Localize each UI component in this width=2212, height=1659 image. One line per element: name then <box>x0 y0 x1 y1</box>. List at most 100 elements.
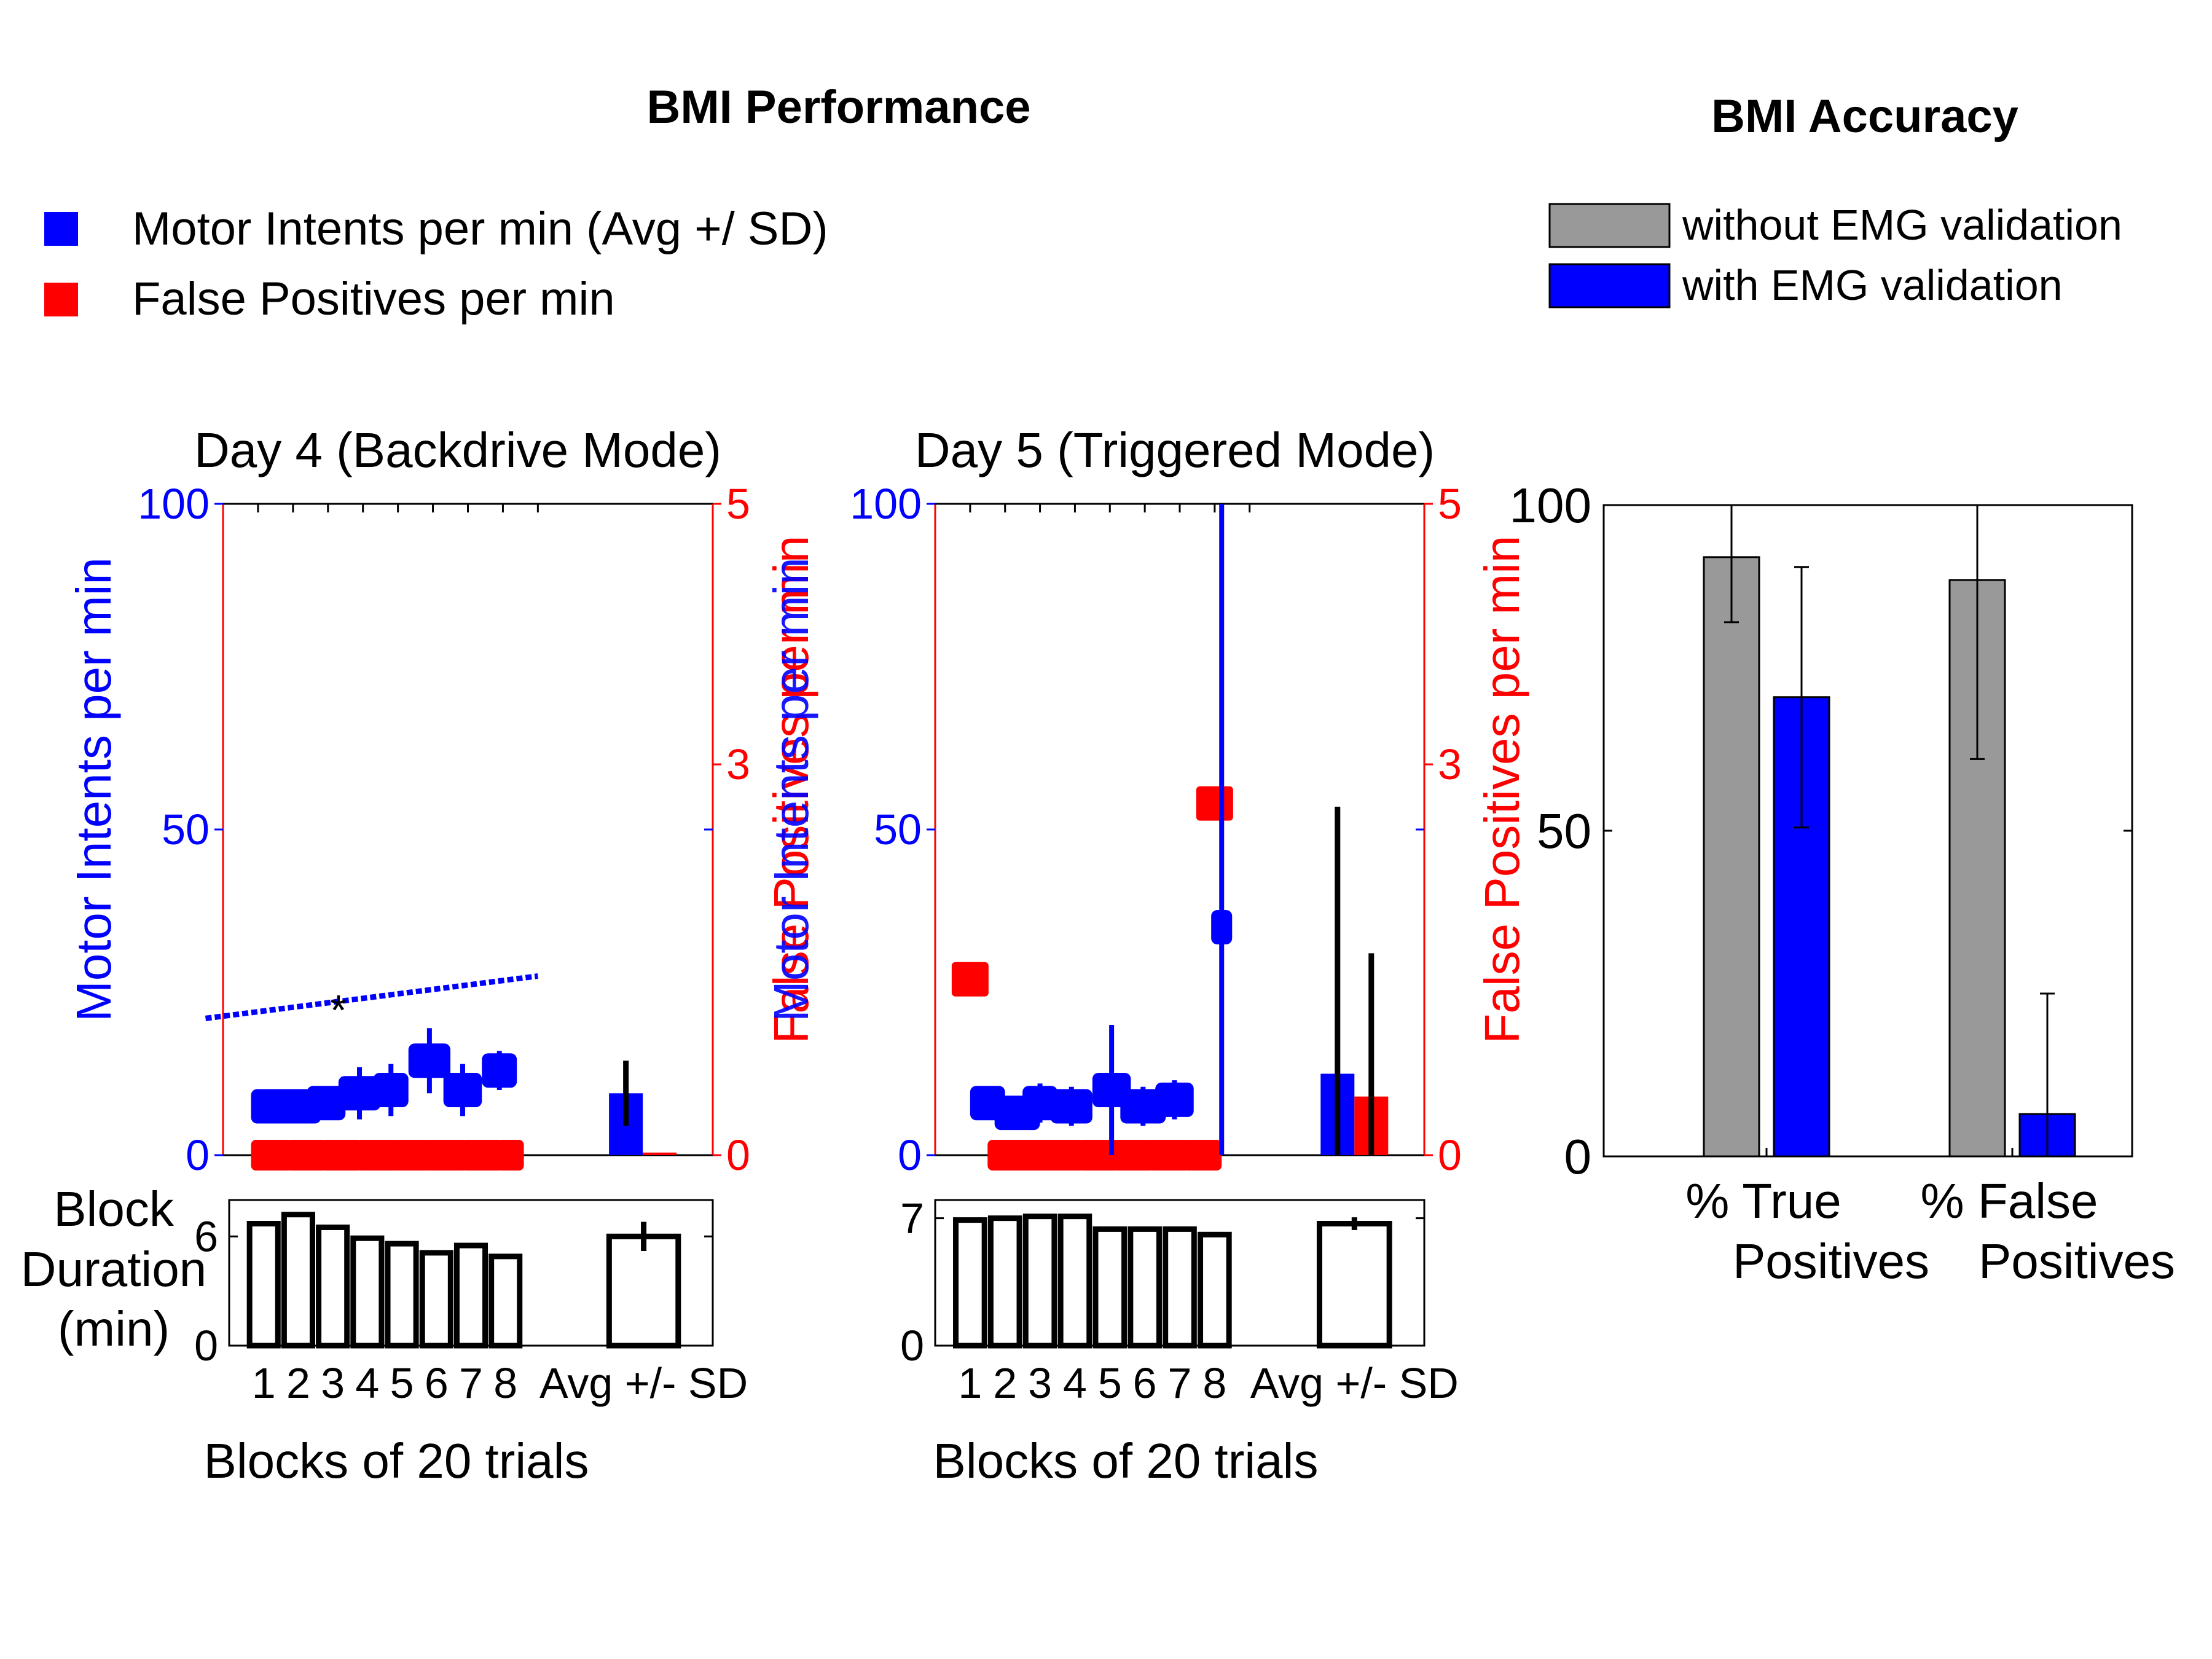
x-tick-label: 1 <box>958 1359 982 1407</box>
day4-ylabel-left: Motor Intents per min <box>66 557 121 1022</box>
motor-intent-marker <box>408 1043 451 1078</box>
day4-main-plot: 0 50 100 0 3 5 * <box>138 480 750 1179</box>
x-tick-label: 6 <box>425 1359 449 1407</box>
false-positive-marker <box>1183 1140 1222 1171</box>
x-tick-label: 2 <box>286 1359 310 1407</box>
legend-label-motor-intents: Motor Intents per min (Avg +/ SD) <box>132 203 828 255</box>
left-tick-label: 0 <box>186 1131 210 1179</box>
left-tick-label: 50 <box>874 806 922 853</box>
legend-label-false-positives: False Positives per min <box>132 273 615 325</box>
duration-bar <box>453 1242 488 1349</box>
right-tick-label: 5 <box>1438 480 1462 528</box>
motor-intent-marker <box>443 1073 482 1107</box>
motor-intent-marker <box>1022 1086 1057 1121</box>
duration-bar <box>1057 1214 1092 1349</box>
day5-ylabel-right: False Positives per min <box>1475 536 1529 1044</box>
accuracy-panel: 0 50 100 % True Positives % False Positives <box>1510 478 2176 1288</box>
duration-bar <box>385 1241 419 1349</box>
duration-tick-label: 0 <box>194 1322 218 1370</box>
left-tick-label: 100 <box>138 480 210 528</box>
x-tick-label: 8 <box>1202 1359 1226 1407</box>
duration-bar <box>488 1253 523 1349</box>
accuracy-x-tick-label: % True <box>1685 1174 1841 1228</box>
day4-ylabel-right: False Positives per min <box>764 536 818 1044</box>
right-tick-label: 0 <box>726 1131 750 1179</box>
false-positive-marker <box>1196 786 1233 821</box>
motor-intent-marker <box>1155 1082 1194 1117</box>
duration-bar <box>987 1215 1022 1349</box>
legend-label-without-emg: without EMG validation <box>1682 201 2122 249</box>
accuracy-bar <box>1703 556 1760 1158</box>
duration-avg-bar <box>606 1233 681 1349</box>
avg-false-positives-bar <box>643 1152 677 1155</box>
false-positive-marker <box>321 1140 363 1171</box>
trend-line <box>205 973 538 1021</box>
motor-intent-marker <box>1050 1089 1092 1124</box>
performance-title: BMI Performance <box>646 81 1030 133</box>
duration-bar <box>1163 1226 1197 1349</box>
x-tick-label: 8 <box>493 1359 517 1407</box>
x-tick-label: 3 <box>321 1359 345 1407</box>
false-positive-marker <box>286 1140 328 1171</box>
legend-swatch-motor-intents <box>44 212 78 246</box>
day4-duration-ylabel-line1: Block <box>53 1182 175 1236</box>
x-tick-label: 5 <box>1098 1359 1122 1407</box>
false-positive-marker <box>251 1140 293 1171</box>
x-tick-label: 4 <box>355 1359 379 1407</box>
x-tick-label: 7 <box>459 1359 483 1407</box>
day5-duration-plot: 071 2 3 4 5 6 7 8 Avg +/- SD <box>900 1194 1459 1407</box>
duration-bar <box>953 1217 987 1349</box>
accuracy-x-tick-label: % False <box>1921 1174 2098 1228</box>
duration-tick-label: 6 <box>194 1212 218 1260</box>
false-positive-marker <box>1148 1140 1191 1171</box>
x-tick-label: 3 <box>1028 1359 1052 1407</box>
right-tick-label: 3 <box>1438 740 1462 788</box>
day4-duration-plot: 061 2 3 4 5 6 7 8 Avg +/- SD <box>194 1199 748 1407</box>
duration-bar <box>1022 1214 1057 1349</box>
left-tick-label: 50 <box>162 806 210 853</box>
false-positive-marker <box>496 1140 524 1171</box>
x-tick-label: 7 <box>1168 1359 1192 1407</box>
false-positive-marker <box>951 962 989 997</box>
duration-bar <box>1198 1231 1232 1349</box>
legend-label-with-emg: with EMG validation <box>1682 261 2063 309</box>
x-tick-label: Avg +/- SD <box>1250 1359 1459 1407</box>
duration-bar <box>246 1221 281 1349</box>
right-tick-label: 3 <box>726 740 750 788</box>
duration-bar <box>316 1224 350 1349</box>
duration-bar <box>1092 1226 1128 1349</box>
performance-legend: Motor Intents per min (Avg +/ SD) False … <box>44 203 828 325</box>
x-tick-label: 2 <box>993 1359 1017 1407</box>
duration-bar <box>419 1250 453 1349</box>
accuracy-x-tick-label: Positives <box>1979 1234 2175 1288</box>
duration-bar <box>281 1212 315 1349</box>
false-positive-marker <box>426 1140 468 1171</box>
right-tick-label: 5 <box>726 480 750 528</box>
accuracy-frame <box>1602 504 2133 1158</box>
day5-xlabel: Blocks of 20 trials <box>933 1433 1319 1488</box>
duration-avg-bar <box>1316 1221 1392 1349</box>
false-positive-marker <box>461 1140 503 1171</box>
false-positive-marker <box>1113 1140 1156 1171</box>
motor-intent-marker <box>307 1086 346 1121</box>
x-tick-label: 5 <box>390 1359 414 1407</box>
motor-intent-marker <box>373 1073 409 1107</box>
day4-xlabel: Blocks of 20 trials <box>204 1433 589 1488</box>
day4-duration-ylabel-line2: Duration <box>21 1242 206 1296</box>
accuracy-x-tick-label: Positives <box>1733 1234 1929 1288</box>
duration-tick-label: 0 <box>900 1322 924 1370</box>
right-tick-label: 0 <box>1438 1131 1462 1179</box>
motor-intent-marker <box>1120 1089 1166 1124</box>
false-positive-marker <box>356 1140 398 1171</box>
day4-ylabel-right-overlap: Motor Intents per min <box>764 557 818 1022</box>
legend-swatch-without-emg <box>1548 203 1671 248</box>
motor-intent-marker <box>338 1076 381 1111</box>
accuracy-y-tick-label: 0 <box>1564 1129 1592 1184</box>
motor-intent-marker <box>1211 910 1233 944</box>
accuracy-y-tick-label: 50 <box>1537 804 1591 858</box>
day4-title: Day 4 (Backdrive Mode) <box>194 423 721 477</box>
accuracy-legend: without EMG validation with EMG validati… <box>1548 201 2122 309</box>
